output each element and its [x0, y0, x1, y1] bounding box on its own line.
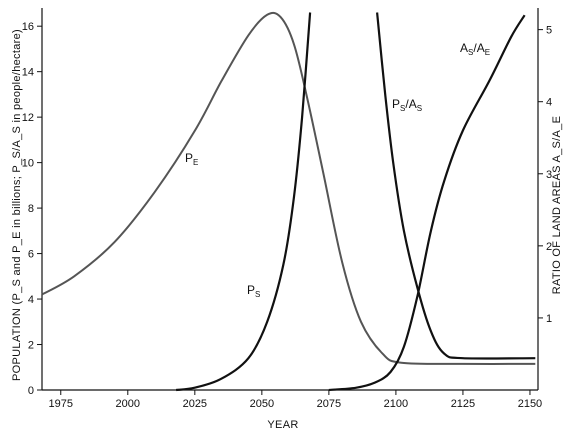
left-y-tick-label: 12 — [22, 112, 34, 124]
right-y-tick-label: 1 — [546, 313, 552, 325]
x-tick-label: 2025 — [183, 398, 207, 410]
left-y-tick-label: 6 — [28, 249, 34, 261]
left-y-axis-title: POPULATION (P_S and P_E in billions; P_S… — [11, 29, 23, 381]
x-tick-label: 1975 — [49, 398, 73, 410]
right-y-tick-label: 5 — [546, 25, 552, 37]
x-tick-label: 2075 — [317, 398, 341, 410]
right-y-axis-title: RATIO OF LAND AREAS A_S/A_E — [551, 116, 563, 294]
x-tick-label: 2100 — [384, 398, 408, 410]
x-tick-label: 2050 — [250, 398, 274, 410]
right-y-tick-label: 2 — [546, 241, 552, 253]
left-y-tick-label: 4 — [28, 294, 34, 306]
label-as-ae: AS/AE — [460, 41, 490, 57]
left-y-tick-label: 0 — [28, 385, 34, 397]
x-ticks: 1975 2000 2025 2050 2075 2100 2125 2150 — [49, 390, 542, 410]
right-y-tick-label: 4 — [546, 97, 552, 109]
x-tick-label: 2150 — [518, 398, 542, 410]
left-y-tick-label: 2 — [28, 340, 34, 352]
right-y-tick-label: 3 — [546, 169, 552, 181]
series-pe-line — [41, 11, 536, 365]
series-ps-as-line — [376, 12, 536, 360]
left-y-tick-label: 16 — [22, 21, 34, 33]
axes — [41, 8, 539, 391]
x-axis-title: YEAR — [267, 419, 298, 431]
x-tick-label: 2125 — [451, 398, 475, 410]
right-y-ticks: 1 2 3 4 5 — [538, 25, 552, 325]
series-group — [41, 11, 536, 392]
x-tick-label: 2000 — [116, 398, 140, 410]
left-y-tick-label: 14 — [22, 67, 34, 79]
label-ps-as: PS/AS — [392, 97, 422, 113]
series-ps-line — [175, 12, 312, 392]
left-y-ticks: 0 2 4 6 8 10 12 14 16 — [22, 21, 42, 397]
label-ps: PS — [247, 283, 260, 299]
series-as-ae-line — [328, 14, 526, 392]
left-y-tick-label: 10 — [22, 158, 34, 170]
label-pe: PE — [185, 151, 198, 167]
left-y-tick-label: 8 — [28, 203, 34, 215]
